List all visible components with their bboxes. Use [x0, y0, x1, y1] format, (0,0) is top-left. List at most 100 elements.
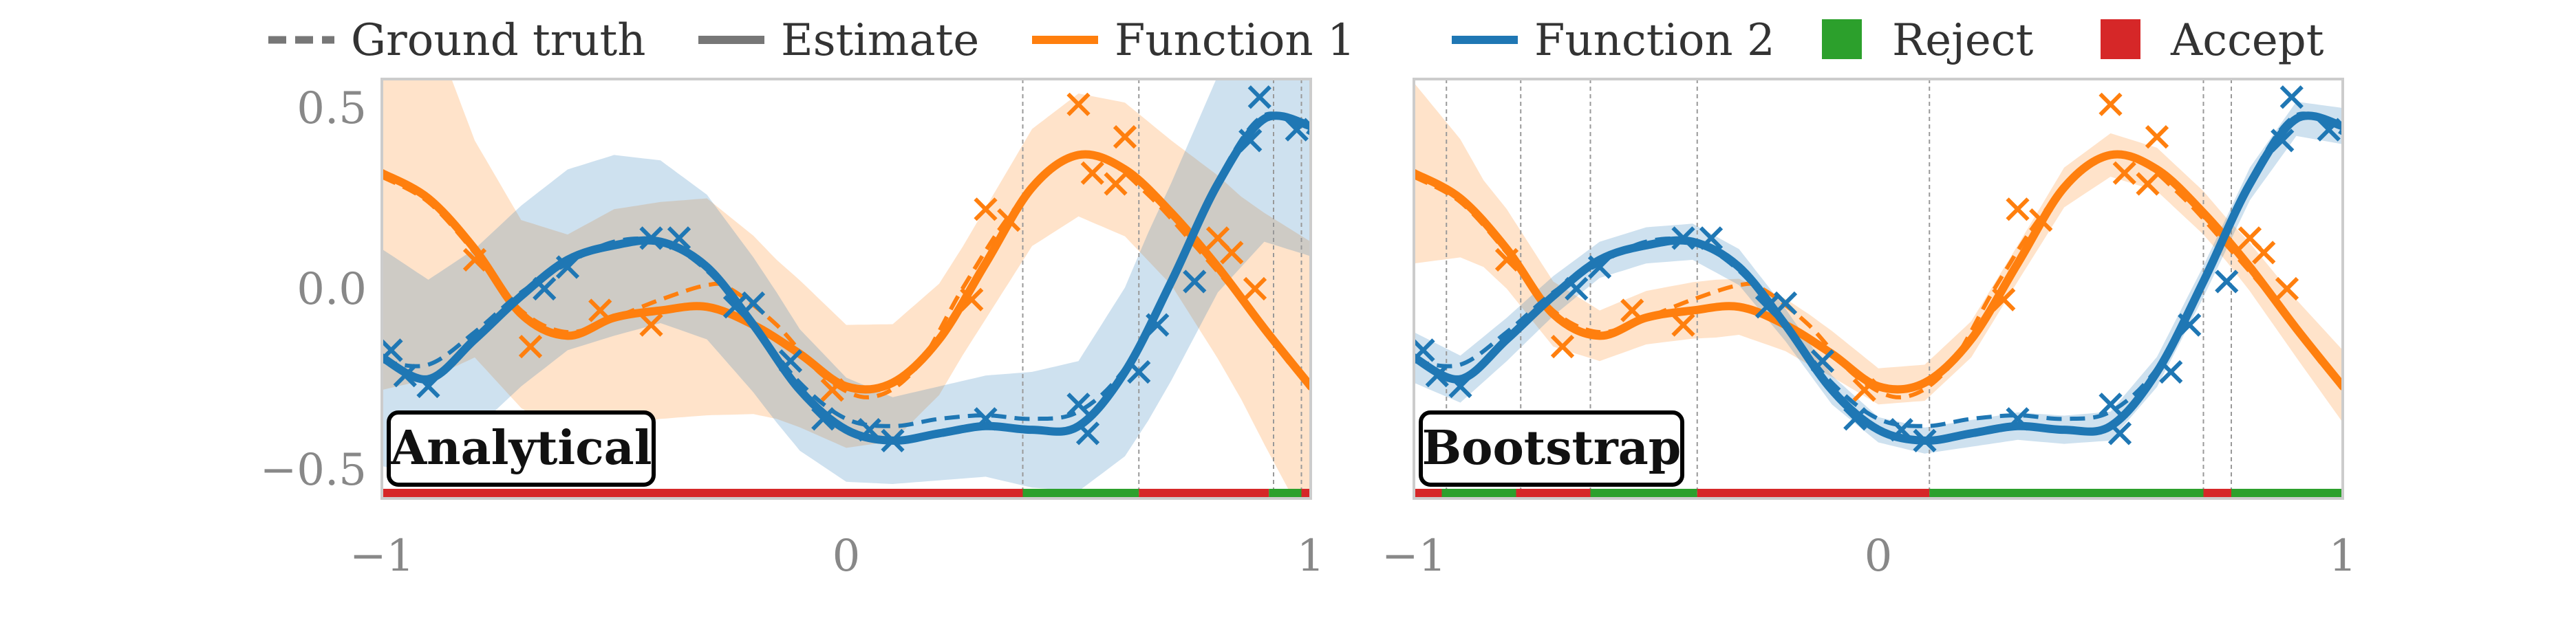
- function-2-observation-marker: [811, 407, 835, 431]
- function-2-observation-marker: [1773, 291, 1798, 316]
- function-1-observation-marker: [2145, 125, 2169, 149]
- function-2-observation-marker: [533, 276, 557, 301]
- marker-stroke: [1852, 378, 1876, 402]
- marker-stroke: [1127, 360, 1151, 384]
- marker-stroke: [1671, 226, 1695, 250]
- panel-label: Analytical: [389, 421, 652, 476]
- marker-stroke: [1113, 125, 1137, 149]
- function-1-observation-marker: [997, 208, 1021, 232]
- function-2-observation-marker: [741, 291, 766, 316]
- function-2-observation-marker: [1183, 270, 1207, 294]
- marker-stroke: [1247, 85, 1271, 109]
- legend-label: Reject: [1892, 15, 2034, 66]
- function-1-observation-marker: [1620, 298, 1644, 322]
- function-2-observation-marker: [1913, 428, 1937, 452]
- badge-box: [387, 410, 656, 487]
- function-1-observation-marker: [2136, 172, 2160, 196]
- marker-stroke: [1183, 270, 1207, 294]
- marker-stroke: [2145, 125, 2169, 149]
- decision-strip-reject: [1441, 489, 1516, 499]
- function-2-confidence-band: [1414, 101, 2343, 454]
- function-1-confidence-band: [1414, 82, 2343, 423]
- function-1-observation-marker: [1992, 287, 2016, 311]
- marker-stroke: [1414, 338, 1435, 362]
- function-2-estimate-line: [382, 111, 1311, 445]
- marker-stroke: [1104, 172, 1128, 196]
- marker-stroke: [960, 287, 984, 311]
- marker-stroke: [1220, 241, 1244, 265]
- decision-strip-accept: [1516, 489, 1591, 499]
- plot-area: [382, 79, 1311, 498]
- function-1-observation-marker: [2006, 197, 2030, 221]
- marker-stroke: [2237, 226, 2262, 250]
- marker-stroke: [2136, 172, 2160, 196]
- marker-stroke: [393, 364, 417, 388]
- function-2-observation-marker: [1066, 393, 1091, 417]
- marker-stroke: [1587, 255, 1612, 279]
- badge-box: [1419, 410, 1684, 487]
- marker-stroke: [1448, 374, 1472, 399]
- function-2-observation-marker: [555, 255, 580, 279]
- function-2-observation-marker: [2107, 421, 2132, 446]
- decision-strip-reject: [1929, 489, 2204, 499]
- function-1-observation-marker: [1220, 241, 1244, 265]
- marker-stroke: [2271, 129, 2295, 153]
- marker-stroke: [2215, 270, 2239, 294]
- function-2-observation-marker: [1587, 255, 1612, 279]
- marker-stroke: [2107, 421, 2132, 446]
- function-1-observation-marker: [639, 313, 663, 337]
- marker-stroke: [1550, 335, 1575, 359]
- function-2-observation-marker: [1075, 421, 1100, 446]
- marker-stroke: [1565, 276, 1589, 301]
- marker-stroke: [555, 255, 580, 279]
- function-2-observation-marker: [2006, 407, 2030, 431]
- function-1-observation-marker: [1494, 248, 1519, 272]
- function-2-observation-marker: [2099, 393, 2123, 417]
- function-2-observation-marker: [1565, 276, 1589, 301]
- marker-stroke: [2112, 161, 2136, 185]
- marker-stroke: [1243, 276, 1267, 301]
- decision-strip-accept: [1414, 489, 1442, 499]
- decision-strip-reject: [1022, 489, 1139, 499]
- function-2-observation-marker: [416, 374, 440, 399]
- function-1-observation-marker: [1243, 276, 1267, 301]
- function-2-observation-marker: [2317, 118, 2341, 142]
- function-1-confidence-band: [382, 79, 1311, 498]
- plot-area: [1414, 79, 2343, 498]
- function-2-observation-marker: [1285, 118, 1309, 142]
- function-1-observation-marker: [518, 335, 543, 359]
- marker-stroke: [2099, 393, 2123, 417]
- function-2-observation-marker: [1238, 129, 1263, 153]
- marker-stroke: [1913, 428, 1937, 452]
- y-tick-label: 0.5: [297, 83, 367, 134]
- x-tick-label: 1: [1297, 531, 1325, 582]
- axes-frame: [380, 78, 1312, 500]
- function-1-observation-marker: [2099, 92, 2123, 116]
- decision-strip-accept: [1139, 489, 1269, 499]
- marker-stroke: [1620, 298, 1644, 322]
- function-2-observation-marker: [639, 226, 663, 250]
- function-1-observation-marker: [2112, 161, 2136, 185]
- marker-stroke: [1066, 92, 1091, 116]
- marker-stroke: [588, 298, 612, 322]
- decision-strip-accept: [382, 489, 1023, 499]
- function-1-observation-marker: [2275, 276, 2299, 301]
- function-2-observation-marker: [2159, 360, 2183, 384]
- function-2-observation-marker: [1414, 338, 1435, 362]
- x-tick-label: −1: [350, 531, 414, 582]
- function-2-observation-marker: [2279, 85, 2304, 109]
- chart-panel-analytical: 0.5 0.0 −0.5 −1 0 1 Analytical: [260, 78, 1325, 582]
- decision-strip-accept: [1697, 489, 1930, 499]
- marker-stroke: [382, 338, 403, 362]
- legend-item: Function 1: [1032, 15, 1355, 66]
- marker-stroke: [857, 417, 881, 442]
- legend-label: Estimate: [781, 15, 979, 66]
- chart-panel-bootstrap: −1 0 1 Bootstrap: [1382, 78, 2357, 582]
- marker-stroke: [416, 374, 440, 399]
- legend-item: Ground truth: [268, 15, 645, 66]
- function-2-estimate-line: [1414, 111, 2343, 445]
- marker-stroke: [1773, 291, 1798, 316]
- legend-label: Accept: [2170, 15, 2324, 66]
- marker-stroke: [1889, 417, 1913, 442]
- function-1-observation-marker: [1852, 378, 1876, 402]
